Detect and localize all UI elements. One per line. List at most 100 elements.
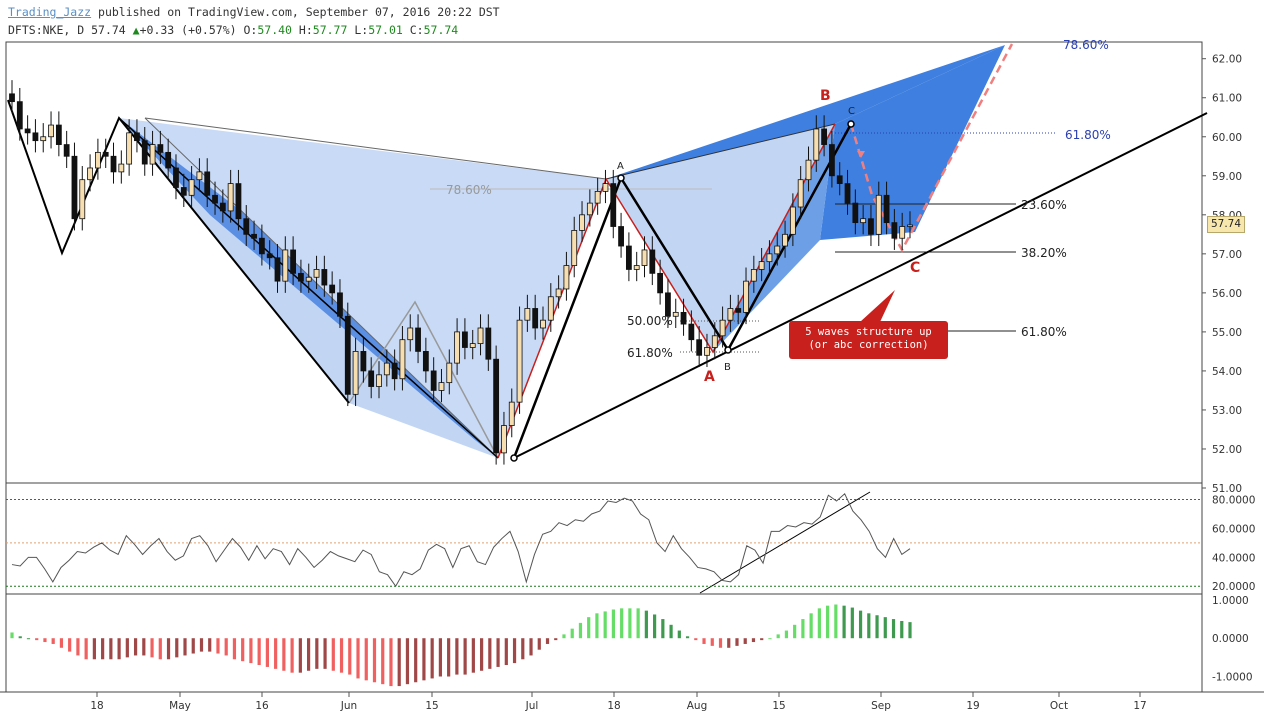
candle-body	[235, 183, 242, 220]
open-label: O:	[243, 23, 258, 37]
candle-body	[383, 362, 390, 376]
histogram-bar	[875, 615, 879, 639]
candle-body	[126, 132, 133, 165]
candle-body	[610, 183, 617, 227]
histogram-bar	[430, 638, 434, 679]
histogram-bar	[587, 617, 591, 639]
histogram-bar	[18, 636, 22, 639]
candle-body	[282, 249, 289, 282]
histogram-axis[interactable]: 1.0000 0.0000 -1.0000	[1212, 595, 1253, 684]
histogram-bar	[339, 638, 344, 673]
candle-body	[735, 308, 742, 313]
candle-body	[758, 261, 765, 270]
candle-body	[508, 401, 515, 426]
candle-body	[891, 222, 898, 239]
candle-body	[719, 319, 726, 337]
candle-body	[688, 323, 695, 341]
time-tick-label: Sep	[871, 700, 891, 712]
histogram-bar	[142, 638, 146, 656]
histogram-bar	[158, 638, 162, 660]
candle-body	[40, 136, 47, 142]
price-tick-label: 62.00	[1212, 54, 1242, 66]
low-label: L:	[354, 23, 369, 37]
histogram-panel	[10, 604, 912, 687]
histogram-bar	[784, 630, 789, 639]
histogram-bar	[743, 638, 747, 644]
histogram-bar	[537, 638, 541, 650]
candle-body	[462, 331, 468, 348]
candle-body	[883, 194, 890, 224]
candle-body	[563, 265, 570, 290]
time-axis[interactable]: 18 May 16 Jun 15 Jul 18 Aug 15 Sep 19 Oct 17	[90, 692, 1147, 712]
histogram-bar	[59, 638, 64, 648]
candle-body	[586, 202, 593, 216]
histogram-bar	[685, 636, 690, 639]
candle-body	[305, 276, 312, 282]
candle-body	[180, 187, 187, 196]
label-236: 23.60%	[1021, 198, 1067, 212]
histogram-bar	[809, 613, 813, 639]
candle-body	[251, 233, 257, 239]
histogram-bar	[751, 638, 756, 643]
candle-body	[219, 202, 226, 212]
candle-body	[477, 327, 484, 345]
candle-body	[157, 144, 164, 153]
candle-body	[836, 175, 843, 184]
candle-body	[290, 249, 297, 274]
candle-body	[16, 101, 23, 130]
price-tick-label: 59.00	[1212, 171, 1242, 183]
price-axis[interactable]: 62.0061.0060.0059.0058.0057.0056.0055.00…	[1202, 54, 1242, 495]
candle-body	[438, 382, 445, 391]
histogram-bar	[570, 628, 574, 639]
candle-body	[641, 249, 648, 266]
close-label: C:	[409, 23, 424, 37]
histogram-bar	[858, 610, 863, 639]
candle-body	[173, 167, 179, 188]
candle-body	[258, 237, 265, 255]
pivot-markers	[510, 120, 855, 462]
histogram-bar	[801, 619, 805, 639]
candle-body	[188, 179, 195, 196]
candle-body	[454, 331, 460, 364]
histogram-bar	[562, 634, 566, 639]
candle-body	[875, 194, 882, 235]
candle-body	[298, 272, 304, 282]
rsi-tick-label: 20.0000	[1212, 581, 1255, 593]
rsi-tick-label: 60.0000	[1212, 523, 1255, 535]
price-tick-label: 55.00	[1212, 327, 1242, 339]
histogram-bar	[768, 638, 772, 640]
time-tick-label: Jun	[340, 700, 357, 712]
price-tick-label: 56.00	[1212, 288, 1242, 300]
histogram-bar	[620, 608, 624, 639]
price-tick-label: 61.00	[1212, 93, 1242, 105]
candle-body	[469, 343, 476, 348]
histogram-bar	[274, 638, 278, 669]
wave-B-red: B	[820, 88, 831, 104]
histogram-bar	[900, 620, 904, 639]
candle-body	[337, 292, 343, 317]
histogram-bar	[776, 634, 780, 639]
candle-body	[516, 319, 523, 403]
candle-body	[422, 351, 429, 372]
histogram-bar	[166, 638, 171, 660]
histogram-bar	[364, 638, 368, 681]
histogram-bar	[76, 638, 80, 656]
rsi-axis[interactable]: 80.0000 60.0000 40.0000 20.0000	[1212, 495, 1255, 594]
close-value: 57.74	[423, 23, 459, 37]
candle-body	[649, 249, 656, 274]
candle-body	[625, 245, 632, 270]
histogram-bar	[883, 617, 887, 639]
histogram-bar	[249, 638, 253, 664]
histogram-bar	[389, 638, 393, 687]
candle-body	[9, 93, 15, 103]
symbol-label[interactable]: DFTS:NKE, D	[8, 23, 85, 37]
last-price: 57.74	[91, 23, 126, 37]
price-tick-label: 60.00	[1212, 132, 1242, 144]
time-tick-label: 17	[1133, 700, 1146, 712]
histogram-bar	[306, 638, 311, 671]
histogram-bar	[208, 638, 212, 652]
price-tick-label: 51.00	[1212, 483, 1242, 495]
candle-body	[704, 347, 710, 356]
author-link[interactable]: Trading_Jazz	[8, 5, 92, 19]
candle-body	[555, 288, 562, 298]
